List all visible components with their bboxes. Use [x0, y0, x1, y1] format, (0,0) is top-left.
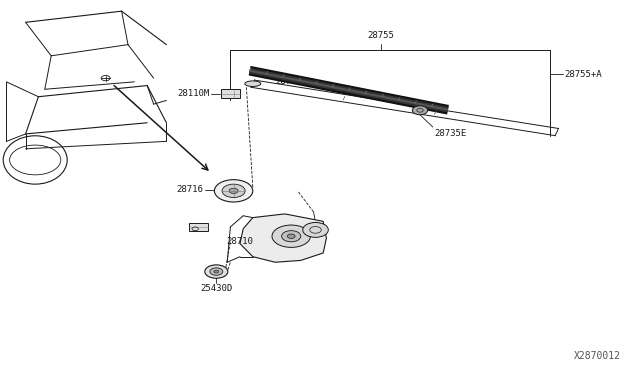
Ellipse shape	[245, 81, 261, 87]
Circle shape	[282, 231, 301, 242]
Text: 28755+A: 28755+A	[564, 70, 602, 79]
Text: 28750: 28750	[275, 77, 302, 86]
Circle shape	[214, 270, 219, 273]
Text: 28735E: 28735E	[434, 129, 467, 138]
Circle shape	[272, 225, 310, 247]
Text: 25430D: 25430D	[200, 284, 232, 293]
Text: 28716: 28716	[177, 185, 204, 194]
Circle shape	[229, 188, 238, 193]
Circle shape	[287, 234, 295, 238]
Text: 28755: 28755	[367, 31, 394, 40]
Text: X2870012: X2870012	[574, 351, 621, 361]
Text: 28110M: 28110M	[178, 89, 210, 98]
Polygon shape	[189, 223, 208, 231]
Circle shape	[210, 268, 223, 275]
Circle shape	[214, 180, 253, 202]
Circle shape	[205, 265, 228, 278]
Circle shape	[412, 106, 428, 115]
Polygon shape	[221, 89, 240, 98]
Circle shape	[222, 184, 245, 198]
Polygon shape	[240, 214, 326, 262]
Circle shape	[303, 222, 328, 237]
Text: 28710: 28710	[227, 237, 253, 246]
